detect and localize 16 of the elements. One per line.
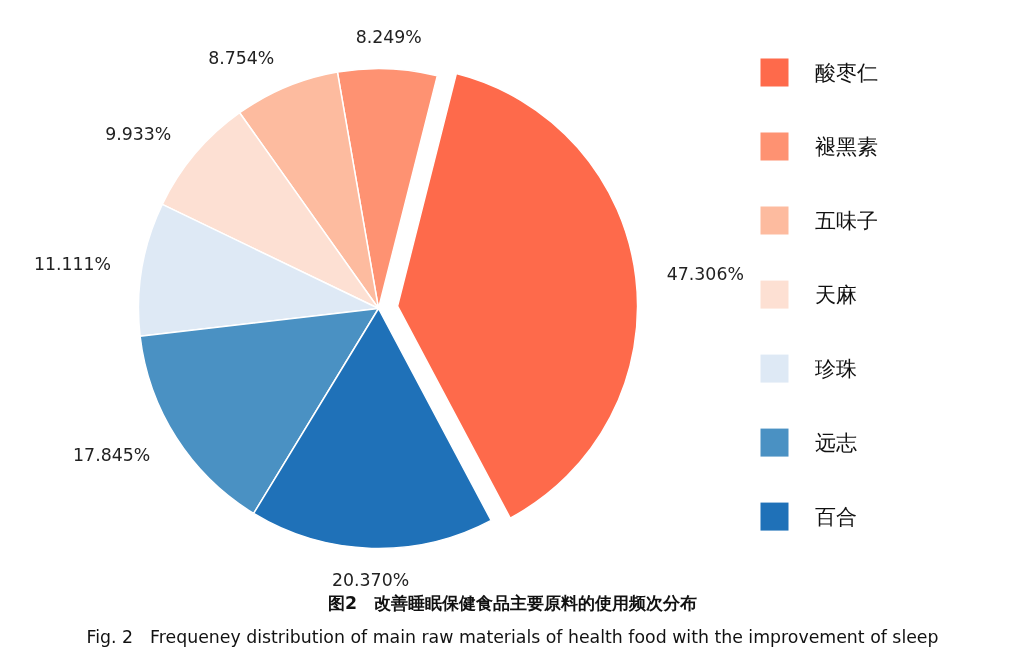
legend-label: 百合 — [814, 504, 857, 530]
data-label: 8.754% — [208, 48, 275, 69]
data-label: 8.249% — [355, 27, 422, 48]
legend-label: 珍珠 — [814, 356, 857, 382]
data-label: 17.845% — [73, 444, 151, 465]
data-label: 9.933% — [105, 123, 172, 144]
data-label: 11.111% — [33, 253, 112, 274]
legend-label: 天麻 — [814, 282, 857, 308]
legend-label: 远志 — [814, 430, 857, 456]
legend-label: 酸枣仁 — [814, 60, 878, 86]
caption: Fig. 2 Frequeney distribution of main raw materials of health food with the improvement of sleep — [86, 626, 939, 647]
text: 图2 改善睡眠保健食品主要原料的使用频次分布 — [327, 592, 698, 613]
data-label: 20.370% — [332, 569, 410, 590]
data-label: 47.306% — [666, 263, 744, 284]
legend-label: 褪黑素 — [814, 134, 878, 160]
legend-label: 五味子 — [814, 208, 878, 234]
